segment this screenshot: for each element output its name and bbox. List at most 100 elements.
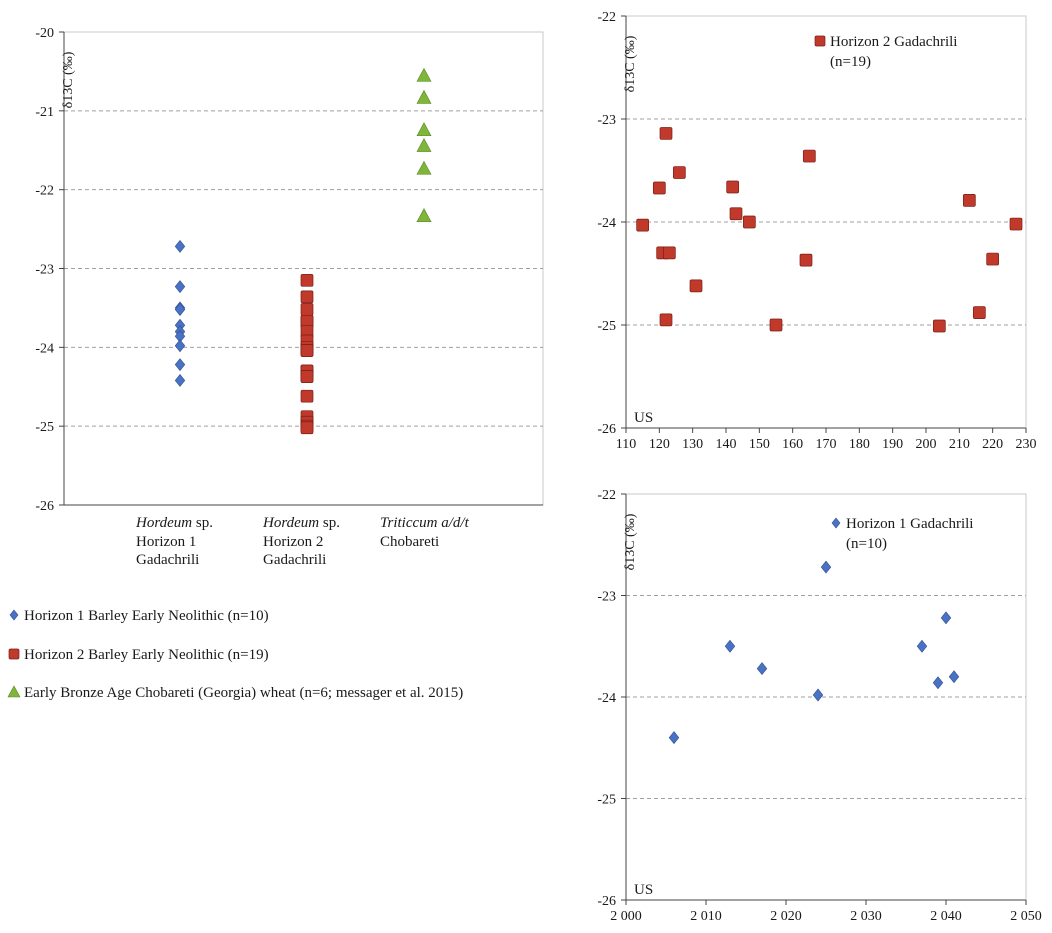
data-point <box>948 670 960 684</box>
y-tick-label: -25 <box>597 319 616 334</box>
data-point <box>940 611 952 625</box>
y-tick-label: -23 <box>597 590 616 605</box>
legend-label: Horizon 2 Barley Early Neolithic (n=19) <box>24 647 269 663</box>
data-point <box>300 344 314 357</box>
category-rest: sp. <box>192 515 213 531</box>
y-tick-label: -25 <box>35 420 54 435</box>
legend-label: Horizon 2 Gadachrili <box>830 34 957 50</box>
y-tick-label: -24 <box>35 341 54 356</box>
data-point <box>416 137 432 152</box>
x-tick-label: 220 <box>982 437 1003 452</box>
data-point <box>962 194 976 207</box>
x-tick-label: 120 <box>649 437 670 452</box>
x-tick-label: 2 020 <box>770 909 802 924</box>
data-point <box>724 639 736 653</box>
data-point <box>932 676 944 690</box>
x-tick-label: 2 010 <box>690 909 722 924</box>
y-tick-label: -26 <box>597 422 616 437</box>
data-point <box>300 370 314 383</box>
category-label-line2: Horizon 1 <box>136 534 196 550</box>
category-label-line2: Chobareti <box>380 534 439 550</box>
legend-label-line2: (n=19) <box>830 54 871 70</box>
x-tick-label: 190 <box>882 437 903 452</box>
y-tick-label: -24 <box>597 216 616 231</box>
x-tick-label: 210 <box>949 437 970 452</box>
data-point <box>820 560 832 574</box>
y-tick-label: -21 <box>35 105 54 120</box>
legend-marker <box>831 517 841 529</box>
y-axis-label: δ13C (‰) <box>623 513 638 570</box>
data-point <box>300 421 314 435</box>
data-point <box>802 149 816 163</box>
x-tick-label: 2 030 <box>850 909 882 924</box>
data-point <box>636 218 650 232</box>
category-rest: sp. <box>319 515 340 531</box>
y-axis-label-text: δ13C (‰) <box>623 35 638 92</box>
data-point <box>416 89 432 104</box>
y-tick-label: -26 <box>597 894 616 909</box>
category-italic: Triticcum a/d/t <box>380 515 470 531</box>
data-point <box>769 318 783 332</box>
x-tick-label: 110 <box>616 437 636 452</box>
legend-label: Early Bronze Age Chobareti (Georgia) whe… <box>24 685 463 701</box>
data-point <box>972 306 986 319</box>
data-point <box>652 181 666 195</box>
data-point <box>174 339 186 353</box>
data-point <box>726 180 740 194</box>
x-tick-label: 2 040 <box>930 909 962 924</box>
data-point <box>174 239 186 253</box>
x-tick-label: 200 <box>916 437 937 452</box>
data-point <box>672 166 686 179</box>
y-tick-label: -24 <box>597 691 616 706</box>
y-tick-label: -23 <box>597 113 616 128</box>
category-label-line2: Horizon 2 <box>263 534 323 550</box>
data-point <box>300 290 314 304</box>
category-italic: Hordeum <box>135 515 192 531</box>
data-point <box>1009 217 1023 231</box>
x-axis-label: US <box>634 410 653 426</box>
data-point <box>742 215 756 229</box>
data-point <box>659 127 673 140</box>
data-point <box>416 160 432 175</box>
category-label-line3: Gadachrili <box>136 552 199 568</box>
legend-marker <box>9 609 19 621</box>
category-label-line3: Gadachrili <box>263 552 326 568</box>
data-point <box>662 246 676 260</box>
y-axis-label-text: δ13C (‰) <box>61 51 76 108</box>
legend-marker <box>814 35 826 47</box>
legend-label-line2: (n=10) <box>846 536 887 552</box>
data-point <box>174 303 186 316</box>
data-point <box>659 313 673 327</box>
data-point <box>174 373 186 387</box>
category-label-line1: Hordeum sp. <box>135 515 213 531</box>
legend-label: Horizon 1 Gadachrili <box>846 516 973 532</box>
x-axis-label: US <box>634 882 653 898</box>
data-point <box>300 273 314 287</box>
data-point <box>416 208 432 222</box>
data-point <box>174 280 186 294</box>
y-tick-label: -22 <box>597 488 616 503</box>
y-tick-label: -22 <box>35 184 54 199</box>
data-point <box>174 358 186 372</box>
data-point <box>300 389 314 403</box>
y-tick-label: -20 <box>35 26 54 41</box>
legend-marker <box>7 685 21 698</box>
x-tick-label: 180 <box>849 437 870 452</box>
legend-marker <box>8 648 20 660</box>
y-axis-label: δ13C (‰) <box>61 51 76 108</box>
category-italic: Hordeum <box>262 515 319 531</box>
data-point <box>689 279 703 293</box>
data-point <box>812 688 824 702</box>
x-tick-label: 230 <box>1016 437 1037 452</box>
y-axis-label: δ13C (‰) <box>623 35 638 92</box>
data-point <box>932 319 946 333</box>
x-tick-label: 170 <box>816 437 837 452</box>
legend-label: Horizon 1 Barley Early Neolithic (n=10) <box>24 608 269 624</box>
y-tick-label: -25 <box>597 793 616 808</box>
data-point <box>416 67 432 82</box>
category-label-line1: Triticcum a/d/t <box>380 515 470 531</box>
data-point <box>986 252 1000 266</box>
category-label-line1: Hordeum sp. <box>262 515 340 531</box>
x-tick-label: 2 050 <box>1010 909 1042 924</box>
